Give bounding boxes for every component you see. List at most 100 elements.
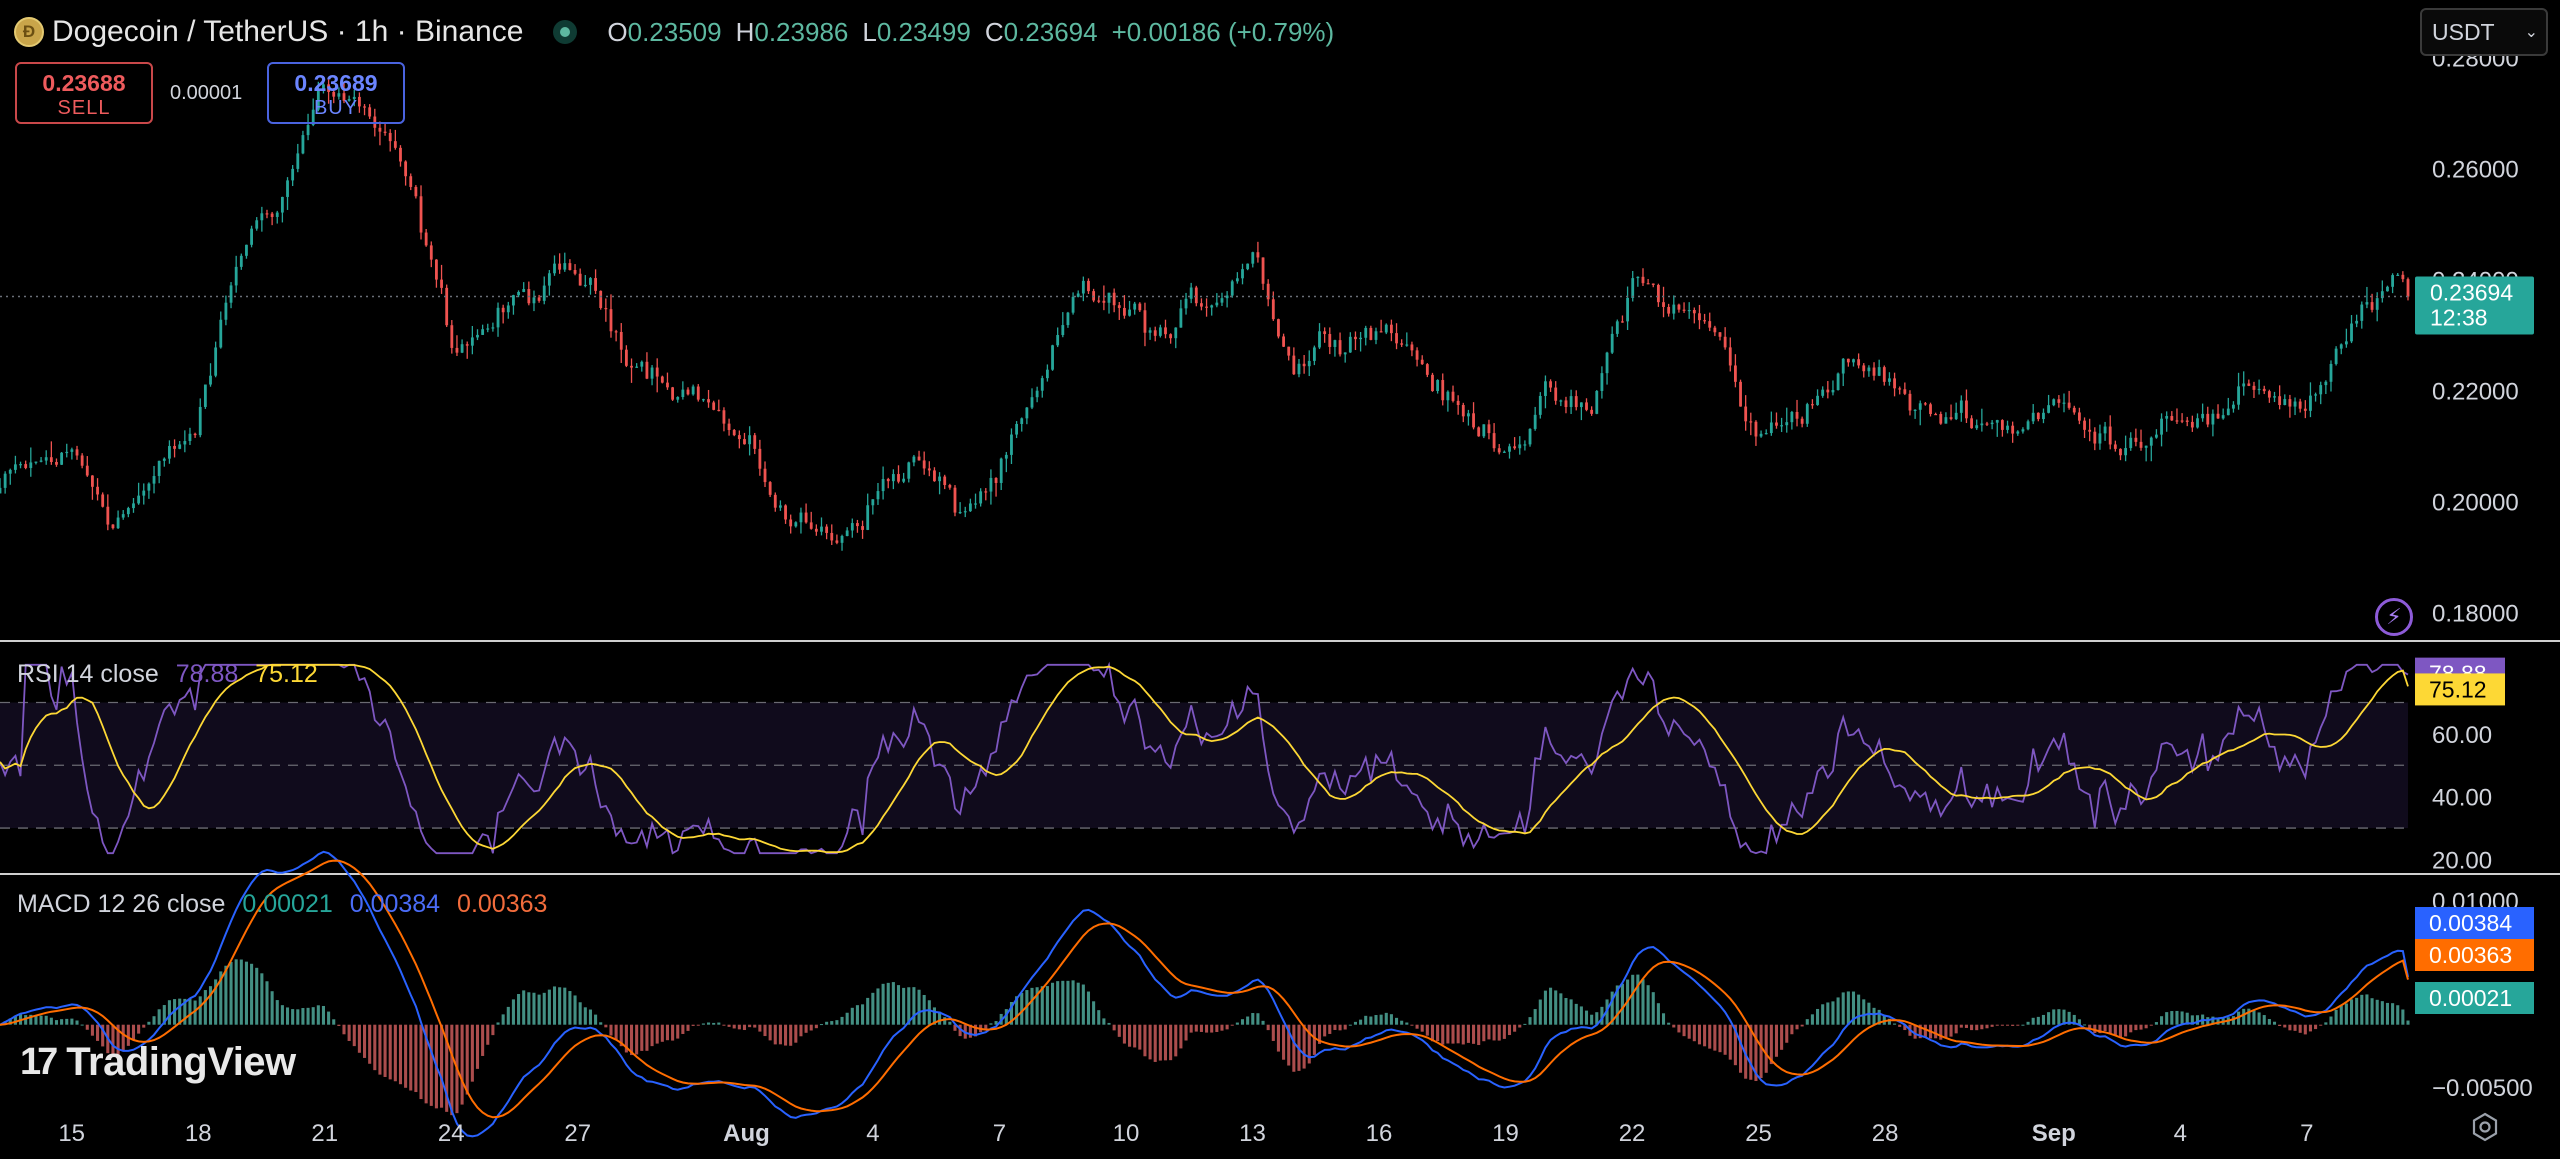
candle-body	[147, 483, 151, 491]
macd-histogram-bar	[1122, 1024, 1126, 1044]
lightning-icon[interactable]: ⚡	[2375, 598, 2413, 636]
macd-histogram-bar	[229, 961, 233, 1025]
candle-body	[2175, 420, 2179, 422]
time-axis-label: 4	[2174, 1120, 2187, 1147]
sell-button[interactable]: 0.23688 SELL	[15, 62, 153, 124]
rsi-axis-label: 20.00	[2432, 847, 2492, 874]
macd-histogram-bar	[2175, 1010, 2179, 1025]
macd-histogram-bar	[1246, 1016, 1250, 1025]
candle-body	[1528, 428, 1532, 445]
candle-body	[1826, 389, 1830, 393]
currency-select[interactable]: USDT ⌄	[2420, 8, 2548, 56]
candle-body	[681, 389, 685, 398]
candle-body	[49, 457, 53, 463]
candle-body	[938, 476, 941, 482]
candle-body	[1739, 381, 1742, 407]
macd-histogram-bar	[337, 1024, 341, 1026]
macd-histogram-bar	[1271, 1024, 1275, 1041]
candle-body	[173, 446, 176, 449]
candle-body	[1636, 276, 1640, 279]
candle-body	[1369, 327, 1373, 340]
time-axis-label: 7	[993, 1120, 1006, 1147]
macd-histogram-bar	[650, 1024, 654, 1047]
candle-body	[835, 540, 839, 543]
macd-histogram-bar	[2011, 1024, 2015, 1026]
candle-body	[1728, 347, 1732, 366]
candle-body	[1184, 298, 1188, 309]
candle-body	[1158, 327, 1162, 336]
tradingview-logo[interactable]: 17 TradingView	[20, 1040, 296, 1085]
candle-body	[8, 469, 12, 474]
macd-histogram-bar	[373, 1024, 377, 1071]
candle-body	[183, 441, 187, 445]
macd-histogram-bar	[1045, 986, 1049, 1025]
gear-icon[interactable]	[2470, 1112, 2500, 1142]
macd-histogram-bar	[2047, 1012, 2051, 1025]
macd-histogram-bar	[1461, 1024, 1465, 1045]
macd-histogram-bar	[599, 1022, 603, 1025]
candle-body	[1846, 358, 1850, 363]
macd-histogram-bar	[126, 1024, 130, 1046]
candle-body	[1482, 424, 1486, 437]
macd-histogram-bar	[183, 998, 187, 1025]
macd-signal-tag	[2415, 939, 2534, 971]
candle-body	[1138, 303, 1142, 311]
macd-histogram-bar	[1893, 1023, 1897, 1025]
macd-histogram-bar	[1821, 1004, 1825, 1025]
time-axis-label: 21	[311, 1120, 338, 1147]
macd-histogram-bar	[696, 1024, 700, 1026]
symbol-title[interactable]: Dogecoin / TetherUS · 1h · Binance	[52, 15, 524, 48]
candle-body	[1549, 381, 1552, 388]
candle-body	[1811, 404, 1814, 406]
macd-histogram-bar	[1975, 1024, 1979, 1031]
time-axis-label: 10	[1113, 1120, 1140, 1147]
macd-histogram-bar	[558, 987, 562, 1025]
candle-body	[2298, 401, 2302, 409]
macd-histogram-bar	[2108, 1024, 2112, 1034]
macd-histogram-bar	[1081, 984, 1085, 1025]
buy-button[interactable]: 0.23689 BUY	[267, 62, 405, 124]
candle-body	[1354, 336, 1357, 340]
macd-histogram-bar	[8, 1018, 12, 1025]
candle-body	[296, 153, 300, 169]
rsi-legend[interactable]: RSI 14 close 78.88 75.12	[17, 660, 318, 689]
macd-histogram-bar	[2113, 1024, 2117, 1036]
market-status-icon[interactable]	[553, 20, 578, 44]
candle-body	[2314, 394, 2317, 396]
macd-histogram-bar	[778, 1024, 782, 1045]
macd-histogram-bar	[301, 1008, 305, 1025]
macd-histogram-bar	[958, 1024, 962, 1037]
macd-histogram-bar	[2319, 1024, 2323, 1026]
candle-body	[1759, 433, 1763, 437]
candle-body	[2257, 388, 2261, 391]
candle-body	[2077, 412, 2081, 421]
macd-histogram-bar	[794, 1024, 798, 1043]
macd-histogram-bar	[378, 1024, 382, 1075]
macd-legend[interactable]: MACD 12 26 close 0.00021 0.00384 0.00363	[17, 890, 547, 919]
macd-histogram-bar	[753, 1024, 757, 1028]
candle-body	[1056, 335, 1060, 346]
candle-body	[655, 367, 659, 377]
macd-histogram-bar	[927, 1000, 931, 1025]
candle-body	[2267, 391, 2271, 398]
macd-histogram-bar	[2211, 1016, 2215, 1025]
macd-histogram-bar	[1646, 985, 1650, 1025]
candle-body	[645, 361, 649, 379]
macd-histogram-bar	[1713, 1024, 1717, 1051]
macd-histogram-bar	[1040, 986, 1044, 1025]
candle-body	[1374, 331, 1378, 340]
price-axis-label: 0.20000	[2432, 489, 2519, 516]
candle-body	[1277, 319, 1280, 337]
candle-body	[481, 329, 485, 335]
macd-histogram-bar	[671, 1024, 675, 1041]
candle-body	[676, 397, 680, 400]
macd-histogram-bar	[2385, 1002, 2389, 1025]
candle-body	[1913, 409, 1917, 411]
macd-histogram-bar	[1502, 1024, 1506, 1039]
candle-body	[1271, 299, 1275, 320]
candle-body	[1682, 309, 1686, 311]
macd-histogram-bar	[1174, 1024, 1178, 1057]
macd-signal-line	[0, 859, 2409, 1119]
macd-histogram-bar	[2231, 1016, 2235, 1025]
